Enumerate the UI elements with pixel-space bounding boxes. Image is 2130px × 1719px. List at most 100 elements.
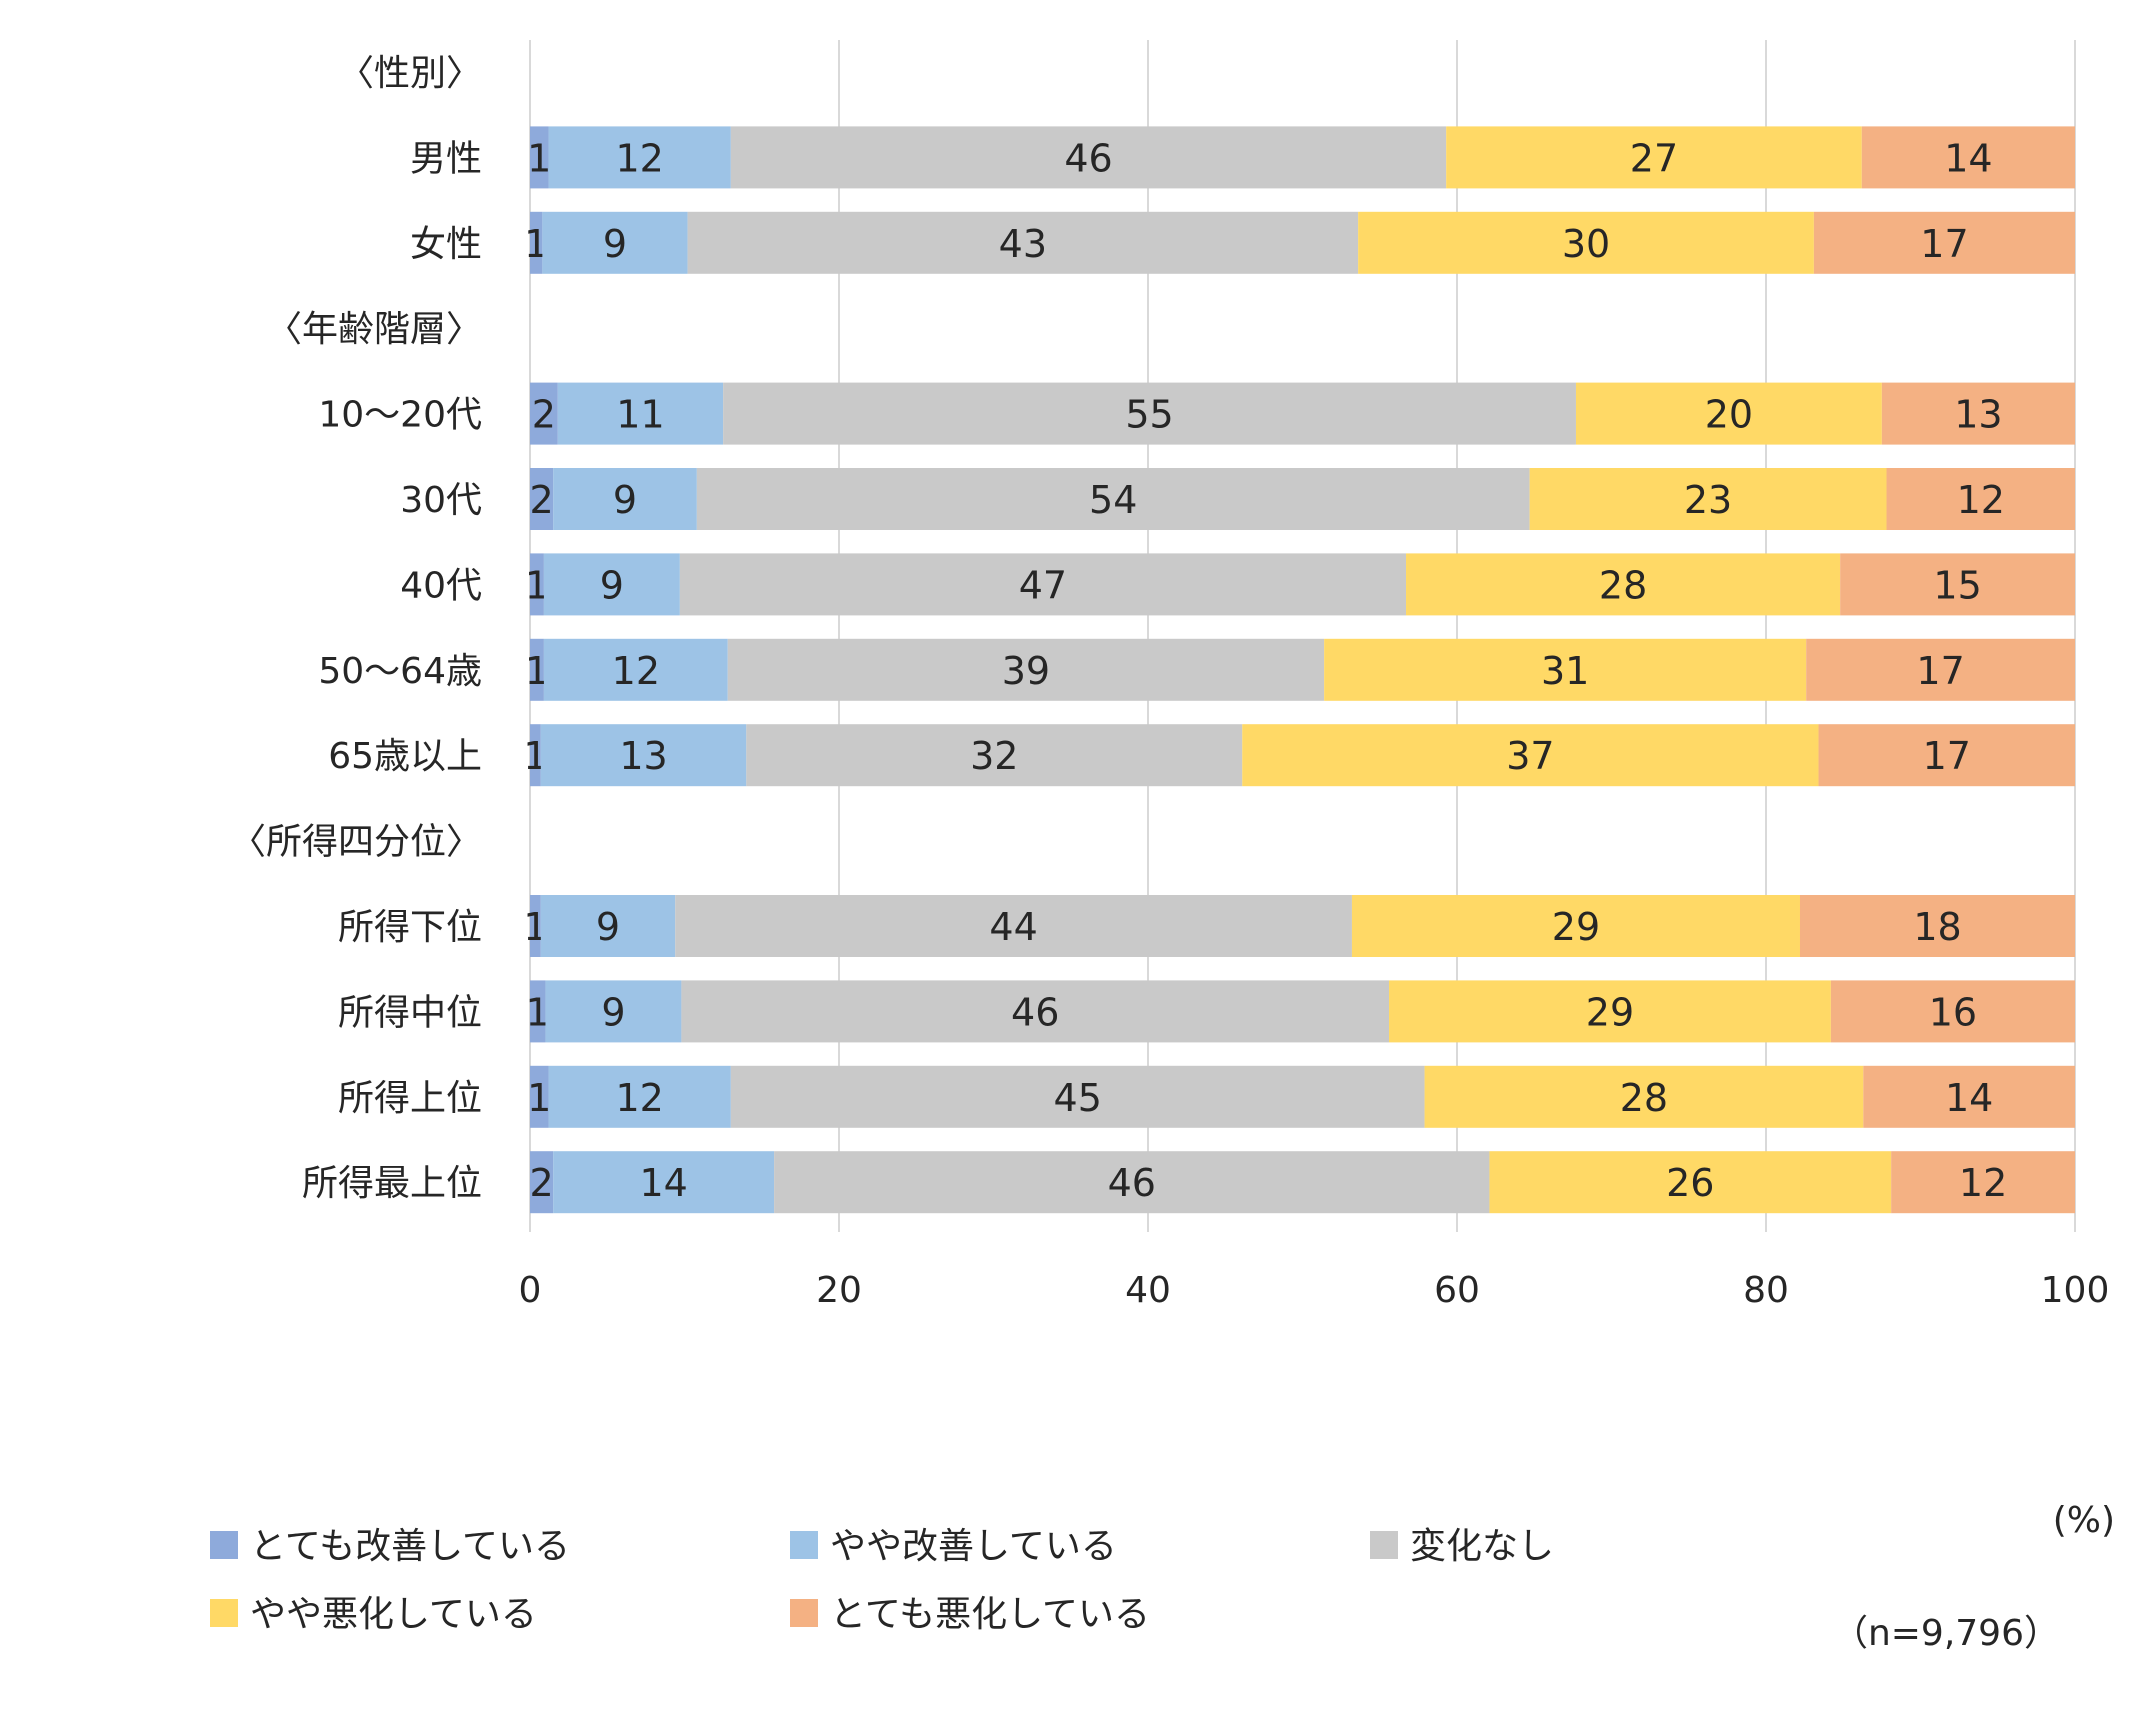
bar-segment — [723, 382, 1576, 445]
x-tick-label: 60 — [1434, 1270, 1480, 1311]
bar-segment — [1863, 1065, 2075, 1128]
data-label: 1 — [527, 136, 551, 180]
bar-segment — [557, 382, 724, 445]
data-label: 46 — [1011, 990, 1059, 1034]
bar-segment — [1529, 468, 1887, 530]
bar-segment — [1242, 724, 1819, 787]
data-label: 47 — [1019, 563, 1067, 607]
bar-segment — [530, 1151, 554, 1214]
data-label: 15 — [1933, 563, 1981, 607]
data-label: 39 — [1002, 649, 1050, 693]
data-label: 28 — [1599, 563, 1647, 607]
data-label: 2 — [529, 1161, 553, 1205]
bar-segment — [530, 980, 546, 1043]
data-label: 46 — [1064, 136, 1112, 180]
bar-segment — [730, 1065, 1425, 1128]
data-label: 14 — [639, 1161, 687, 1205]
category-label: 所得上位 — [338, 1078, 482, 1119]
data-label: 43 — [999, 222, 1047, 266]
category-label: 65歳以上 — [328, 736, 482, 777]
legend-swatch — [210, 1531, 238, 1559]
bar-segment — [1489, 1151, 1892, 1214]
bar-segment — [530, 895, 541, 957]
category-label: 所得最上位 — [302, 1163, 482, 1204]
bar-segment — [1406, 553, 1841, 616]
legend-label: やや悪化している — [250, 1594, 537, 1635]
data-label: 14 — [1945, 1076, 1993, 1120]
group-header-label: 〈所得四分位〉 — [230, 822, 482, 863]
legend-label: とても悪化している — [830, 1594, 1150, 1635]
data-label: 28 — [1620, 1076, 1668, 1120]
x-tick-label: 100 — [2041, 1270, 2110, 1311]
category-label: 50～64歳 — [318, 651, 482, 692]
data-label: 12 — [1959, 1161, 2007, 1205]
bar-segment — [530, 553, 544, 616]
bar-segment — [530, 1065, 549, 1128]
data-label: 9 — [596, 905, 620, 949]
bar-segment — [675, 895, 1352, 957]
data-label: 2 — [529, 478, 553, 522]
x-axis-tick-labels: 0 20 40 60 80 100 — [519, 1270, 2110, 1311]
data-label: 32 — [970, 734, 1018, 778]
data-label: 17 — [1916, 649, 1964, 693]
bar-segment — [540, 895, 676, 957]
bar-segment — [553, 1151, 775, 1214]
data-label: 16 — [1929, 990, 1977, 1034]
category-label: 所得下位 — [338, 907, 482, 948]
data-label: 14 — [1944, 136, 1992, 180]
x-tick-label: 80 — [1743, 1270, 1789, 1311]
data-label: 11 — [616, 393, 664, 437]
data-label: 13 — [1954, 393, 2002, 437]
data-label: 46 — [1108, 1161, 1156, 1205]
bar-segment — [1891, 1151, 2075, 1214]
bar-segment — [530, 382, 558, 445]
legend-label: 変化なし — [1410, 1526, 1554, 1567]
bar-segment — [540, 724, 747, 787]
legend-swatch — [210, 1599, 238, 1627]
category-label: 所得中位 — [338, 992, 482, 1033]
data-label: 1 — [527, 1076, 551, 1120]
data-label: 29 — [1552, 905, 1600, 949]
data-label: 20 — [1705, 393, 1753, 437]
bar-segment — [1575, 382, 1882, 445]
data-label: 30 — [1562, 222, 1610, 266]
bar-segment — [1806, 638, 2075, 701]
data-label: 23 — [1684, 478, 1732, 522]
data-label: 9 — [603, 222, 627, 266]
x-tick-label: 20 — [816, 1270, 862, 1311]
data-label: 44 — [989, 905, 1037, 949]
bar-segment — [1813, 211, 2075, 274]
bar-segment — [1424, 1065, 1864, 1128]
bar-segment — [1799, 895, 2075, 957]
data-label: 18 — [1913, 905, 1961, 949]
data-label: 12 — [1957, 478, 2005, 522]
bar-segment — [679, 553, 1407, 616]
category-label: 10～20代 — [318, 395, 482, 436]
bar-segment — [681, 980, 1390, 1043]
bar-segment — [1861, 126, 2075, 189]
bar-segment — [1886, 468, 2075, 530]
bar-segment — [548, 1065, 731, 1128]
bar-segment — [545, 980, 682, 1043]
category-label: 女性 — [410, 224, 482, 265]
data-label: 9 — [600, 563, 624, 607]
bar-segment — [553, 468, 697, 530]
bar-segment — [530, 468, 554, 530]
bar-segment — [696, 468, 1530, 530]
bar-segment — [1881, 382, 2075, 445]
bar-segment — [1818, 724, 2075, 787]
bar-segment — [1351, 895, 1800, 957]
x-tick-label: 40 — [1125, 1270, 1171, 1311]
data-label: 9 — [601, 990, 625, 1034]
data-label: 17 — [1920, 222, 1968, 266]
bars: 1 12 46 27 141 9 43 30 172 11 55 20 132 9 54 23 121 9 47 28… — [523, 126, 2075, 1214]
bar-segment — [1830, 980, 2075, 1043]
data-label: 31 — [1541, 649, 1589, 693]
bar-segment — [530, 211, 543, 274]
data-label: 37 — [1506, 734, 1554, 778]
bar-segment — [746, 724, 1243, 787]
x-tick-label: 0 — [519, 1270, 542, 1311]
bar-segment — [774, 1151, 1490, 1214]
